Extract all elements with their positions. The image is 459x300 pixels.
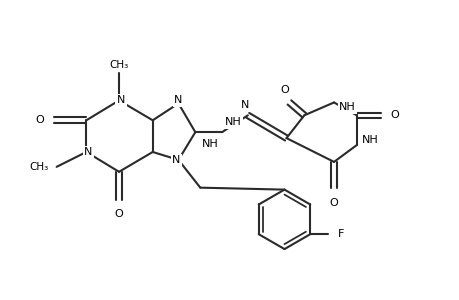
Text: NH: NH: [338, 102, 355, 112]
Text: CH₃: CH₃: [29, 162, 49, 172]
Text: O: O: [329, 198, 338, 208]
Text: O: O: [114, 209, 123, 219]
Text: NH: NH: [202, 139, 218, 148]
Text: O: O: [35, 115, 44, 125]
Text: N: N: [240, 100, 248, 110]
Text: NH: NH: [361, 135, 378, 145]
Text: CH₃: CH₃: [109, 60, 129, 70]
Text: N: N: [172, 155, 180, 165]
Text: N: N: [117, 95, 125, 106]
Text: N: N: [174, 95, 182, 106]
Text: O: O: [390, 110, 398, 120]
Text: N: N: [84, 147, 92, 157]
Text: F: F: [337, 229, 344, 239]
Text: NH: NH: [224, 117, 241, 127]
Text: O: O: [280, 85, 288, 94]
